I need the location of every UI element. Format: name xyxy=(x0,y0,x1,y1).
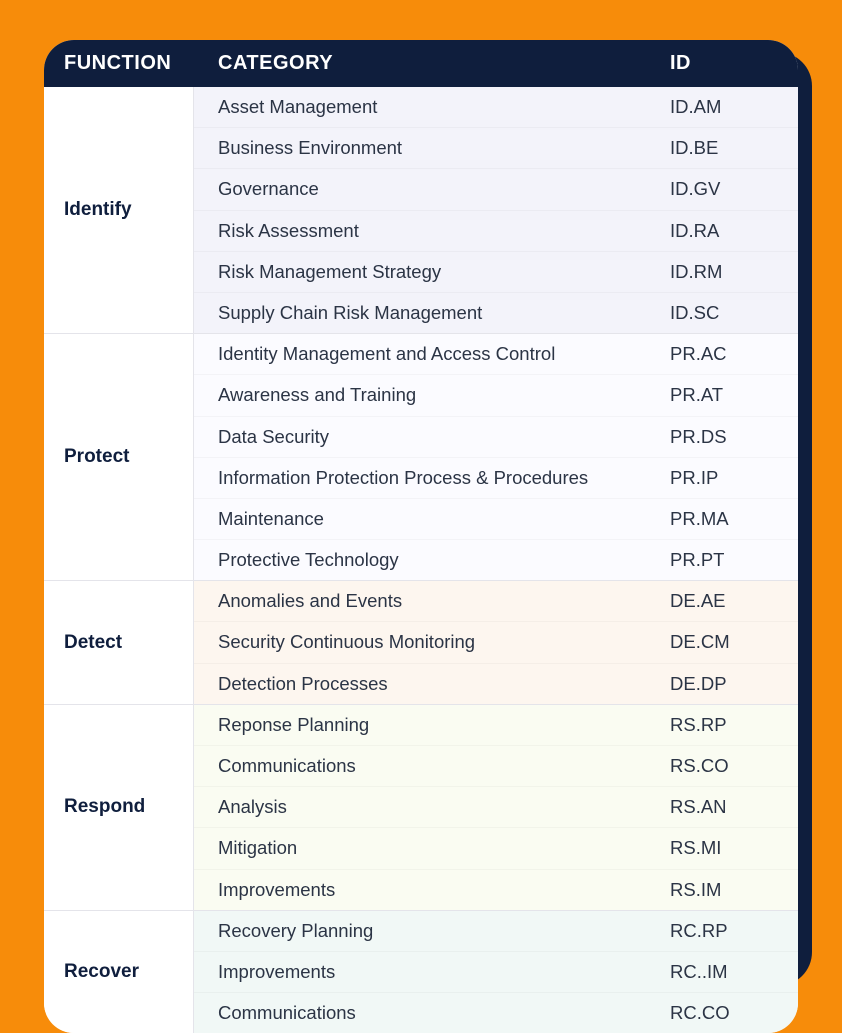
function-cell: Respond xyxy=(44,705,194,910)
id-cell: ID.GV xyxy=(670,178,780,200)
category-cell: Identity Management and Access Control xyxy=(218,343,670,365)
id-cell: PR.IP xyxy=(670,467,780,489)
category-cell: Detection Processes xyxy=(218,673,670,695)
table-body: IdentifyAsset ManagementID.AMBusiness En… xyxy=(44,87,798,1033)
category-cell: Supply Chain Risk Management xyxy=(218,302,670,324)
category-cell: Asset Management xyxy=(218,96,670,118)
id-cell: RS.IM xyxy=(670,879,780,901)
header-id: ID xyxy=(670,52,780,75)
table-row: Recovery PlanningRC.RP xyxy=(194,911,798,952)
table-group: RespondReponse PlanningRS.RPCommunicatio… xyxy=(44,705,798,911)
table-row: Information Protection Process & Procedu… xyxy=(194,458,798,499)
function-cell: Identify xyxy=(44,87,194,333)
group-rows: Anomalies and EventsDE.AESecurity Contin… xyxy=(194,581,798,704)
table-row: Data SecurityPR.DS xyxy=(194,417,798,458)
table-row: CommunicationsRC.CO xyxy=(194,993,798,1033)
category-cell: Reponse Planning xyxy=(218,714,670,736)
table-row: Asset ManagementID.AM xyxy=(194,87,798,128)
table-row: Reponse PlanningRS.RP xyxy=(194,705,798,746)
id-cell: DE.CM xyxy=(670,631,780,653)
category-cell: Security Continuous Monitoring xyxy=(218,631,670,653)
framework-table-card: FUNCTION CATEGORY ID IdentifyAsset Manag… xyxy=(44,40,798,1033)
id-cell: RS.CO xyxy=(670,755,780,777)
category-cell: Governance xyxy=(218,178,670,200)
table-row: ImprovementsRC..IM xyxy=(194,952,798,993)
category-cell: Communications xyxy=(218,1002,670,1024)
id-cell: RC.RP xyxy=(670,920,780,942)
id-cell: ID.AM xyxy=(670,96,780,118)
group-rows: Recovery PlanningRC.RPImprovementsRC..IM… xyxy=(194,911,798,1033)
id-cell: RS.RP xyxy=(670,714,780,736)
table-row: Business EnvironmentID.BE xyxy=(194,128,798,169)
category-cell: Improvements xyxy=(218,879,670,901)
table-group: RecoverRecovery PlanningRC.RPImprovement… xyxy=(44,911,798,1033)
table-row: MaintenancePR.MA xyxy=(194,499,798,540)
table-group: DetectAnomalies and EventsDE.AESecurity … xyxy=(44,581,798,705)
category-cell: Data Security xyxy=(218,426,670,448)
table-row: Protective TechnologyPR.PT xyxy=(194,540,798,580)
function-cell: Detect xyxy=(44,581,194,704)
id-cell: DE.DP xyxy=(670,673,780,695)
id-cell: DE.AE xyxy=(670,590,780,612)
table-row: AnalysisRS.AN xyxy=(194,787,798,828)
table-row: MitigationRS.MI xyxy=(194,828,798,869)
table-row: CommunicationsRS.CO xyxy=(194,746,798,787)
category-cell: Business Environment xyxy=(218,137,670,159)
id-cell: PR.PT xyxy=(670,549,780,571)
group-rows: Asset ManagementID.AMBusiness Environmen… xyxy=(194,87,798,333)
id-cell: PR.MA xyxy=(670,508,780,530)
table-row: Identity Management and Access ControlPR… xyxy=(194,334,798,375)
header-category: CATEGORY xyxy=(212,52,670,75)
table-row: Anomalies and EventsDE.AE xyxy=(194,581,798,622)
table-group: ProtectIdentity Management and Access Co… xyxy=(44,334,798,581)
category-cell: Analysis xyxy=(218,796,670,818)
table-header-row: FUNCTION CATEGORY ID xyxy=(44,40,798,87)
header-function: FUNCTION xyxy=(62,52,212,75)
table-row: Detection ProcessesDE.DP xyxy=(194,664,798,704)
function-cell: Protect xyxy=(44,334,194,580)
category-cell: Protective Technology xyxy=(218,549,670,571)
group-rows: Identity Management and Access ControlPR… xyxy=(194,334,798,580)
id-cell: ID.RA xyxy=(670,220,780,242)
id-cell: PR.DS xyxy=(670,426,780,448)
function-cell: Recover xyxy=(44,911,194,1033)
id-cell: PR.AC xyxy=(670,343,780,365)
category-cell: Risk Assessment xyxy=(218,220,670,242)
id-cell: ID.SC xyxy=(670,302,780,324)
table-row: Risk AssessmentID.RA xyxy=(194,211,798,252)
category-cell: Communications xyxy=(218,755,670,777)
id-cell: RC.CO xyxy=(670,1002,780,1024)
id-cell: RC..IM xyxy=(670,961,780,983)
table-row: ImprovementsRS.IM xyxy=(194,870,798,910)
id-cell: RS.MI xyxy=(670,837,780,859)
category-cell: Maintenance xyxy=(218,508,670,530)
table-row: GovernanceID.GV xyxy=(194,169,798,210)
id-cell: RS.AN xyxy=(670,796,780,818)
table-row: Security Continuous MonitoringDE.CM xyxy=(194,622,798,663)
id-cell: PR.AT xyxy=(670,384,780,406)
category-cell: Mitigation xyxy=(218,837,670,859)
table-row: Awareness and TrainingPR.AT xyxy=(194,375,798,416)
category-cell: Recovery Planning xyxy=(218,920,670,942)
group-rows: Reponse PlanningRS.RPCommunicationsRS.CO… xyxy=(194,705,798,910)
category-cell: Improvements xyxy=(218,961,670,983)
category-cell: Anomalies and Events xyxy=(218,590,670,612)
table-group: IdentifyAsset ManagementID.AMBusiness En… xyxy=(44,87,798,334)
category-cell: Risk Management Strategy xyxy=(218,261,670,283)
category-cell: Information Protection Process & Procedu… xyxy=(218,467,670,489)
table-row: Risk Management StrategyID.RM xyxy=(194,252,798,293)
id-cell: ID.BE xyxy=(670,137,780,159)
id-cell: ID.RM xyxy=(670,261,780,283)
category-cell: Awareness and Training xyxy=(218,384,670,406)
table-row: Supply Chain Risk ManagementID.SC xyxy=(194,293,798,333)
